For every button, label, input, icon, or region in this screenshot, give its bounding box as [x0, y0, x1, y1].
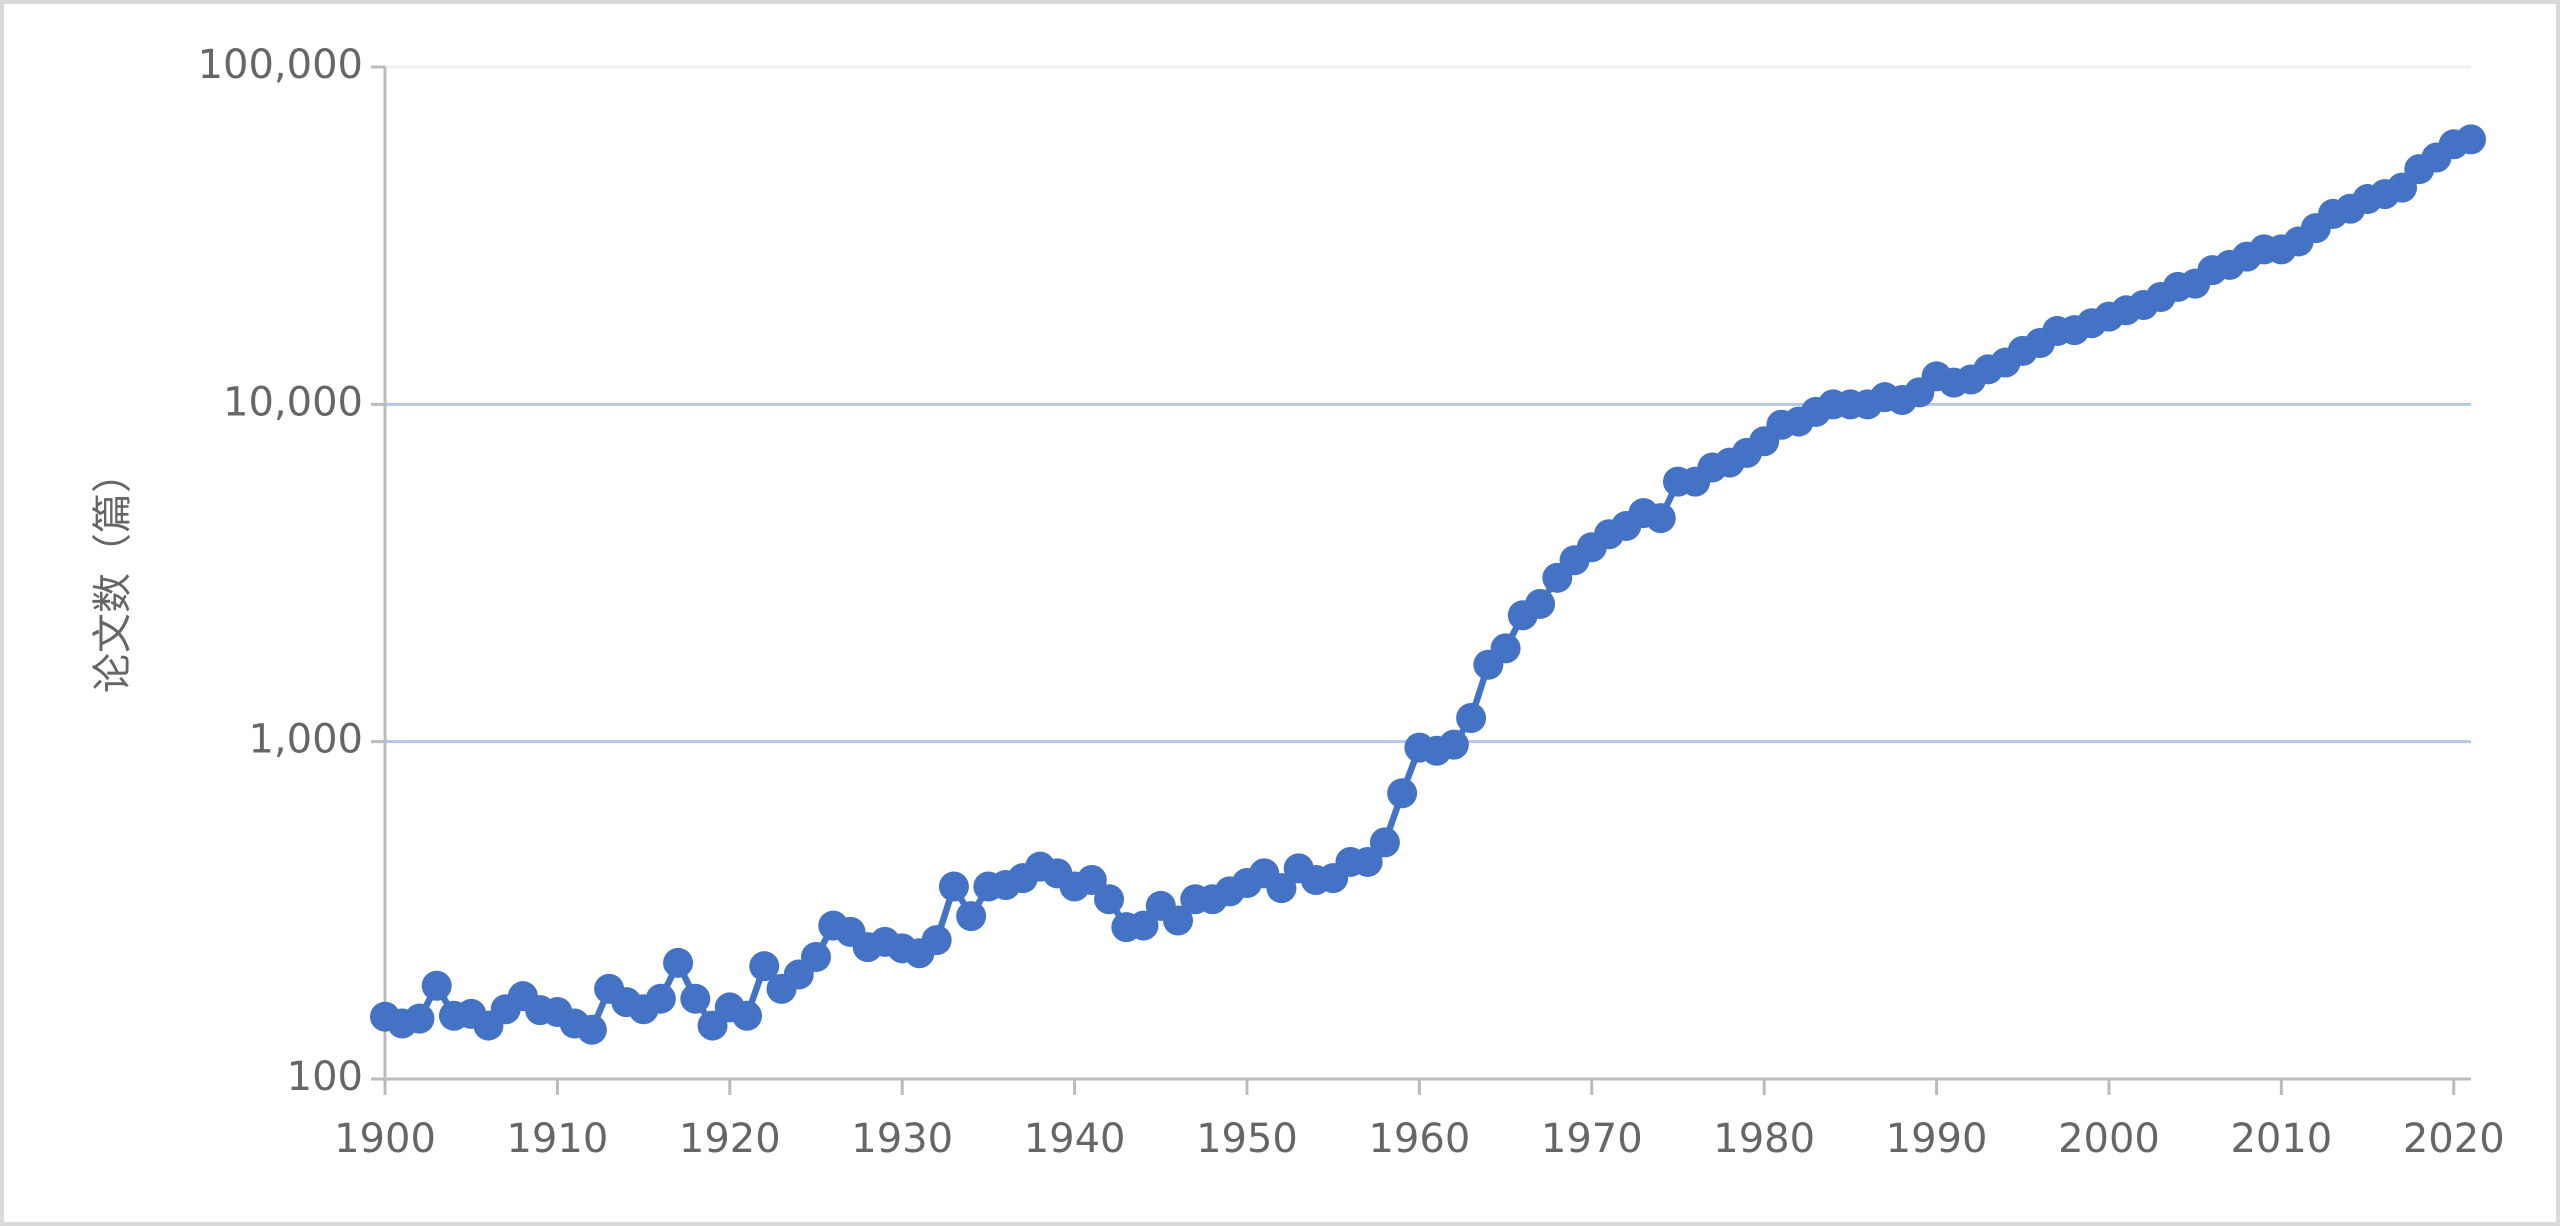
y-tick-label: 10,000	[223, 379, 363, 425]
data-point	[1490, 633, 1521, 664]
y-tick-label: 1,000	[248, 717, 363, 763]
data-point	[1645, 503, 1676, 534]
data-point	[800, 941, 831, 972]
data-point	[1525, 588, 1556, 619]
data-point	[663, 947, 694, 978]
data-point	[680, 983, 711, 1014]
x-tick-label: 2000	[2058, 1116, 2160, 1162]
data-point	[921, 925, 952, 956]
x-tick-label: 1980	[1713, 1116, 1815, 1162]
x-tick-label: 1920	[679, 1116, 781, 1162]
data-point	[1387, 778, 1418, 809]
data-point	[1163, 905, 1194, 936]
data-point	[732, 1000, 763, 1031]
x-tick-label: 1950	[1196, 1116, 1298, 1162]
x-tick-label: 2010	[2230, 1116, 2332, 1162]
x-tick-label: 1930	[851, 1116, 953, 1162]
data-point	[1456, 703, 1487, 734]
x-tick-label: 1960	[1368, 1116, 1470, 1162]
data-point	[1438, 729, 1469, 760]
data-point	[1094, 884, 1125, 915]
data-point	[645, 983, 676, 1014]
x-tick-label: 1910	[506, 1116, 608, 1162]
data-point	[1266, 873, 1297, 904]
data-point	[404, 1003, 435, 1034]
data-point	[421, 970, 452, 1001]
y-tick-label: 100,000	[198, 42, 363, 88]
x-tick-label: 1990	[1886, 1116, 1988, 1162]
y-axis-label: 论文数（篇）	[90, 453, 136, 693]
x-tick-label: 1970	[1541, 1116, 1643, 1162]
data-point	[956, 901, 987, 932]
y-tick-label: 100	[287, 1054, 363, 1100]
data-point	[1076, 864, 1107, 895]
x-tick-label: 1940	[1024, 1116, 1126, 1162]
x-tick-label: 1900	[334, 1116, 436, 1162]
data-point	[2456, 124, 2486, 155]
data-point	[938, 871, 969, 902]
data-point	[576, 1014, 607, 1045]
data-point	[1128, 910, 1159, 941]
data-point	[749, 951, 780, 982]
data-point	[1369, 827, 1400, 858]
x-tick-label: 2020	[2403, 1116, 2505, 1162]
data-point	[1352, 846, 1383, 877]
